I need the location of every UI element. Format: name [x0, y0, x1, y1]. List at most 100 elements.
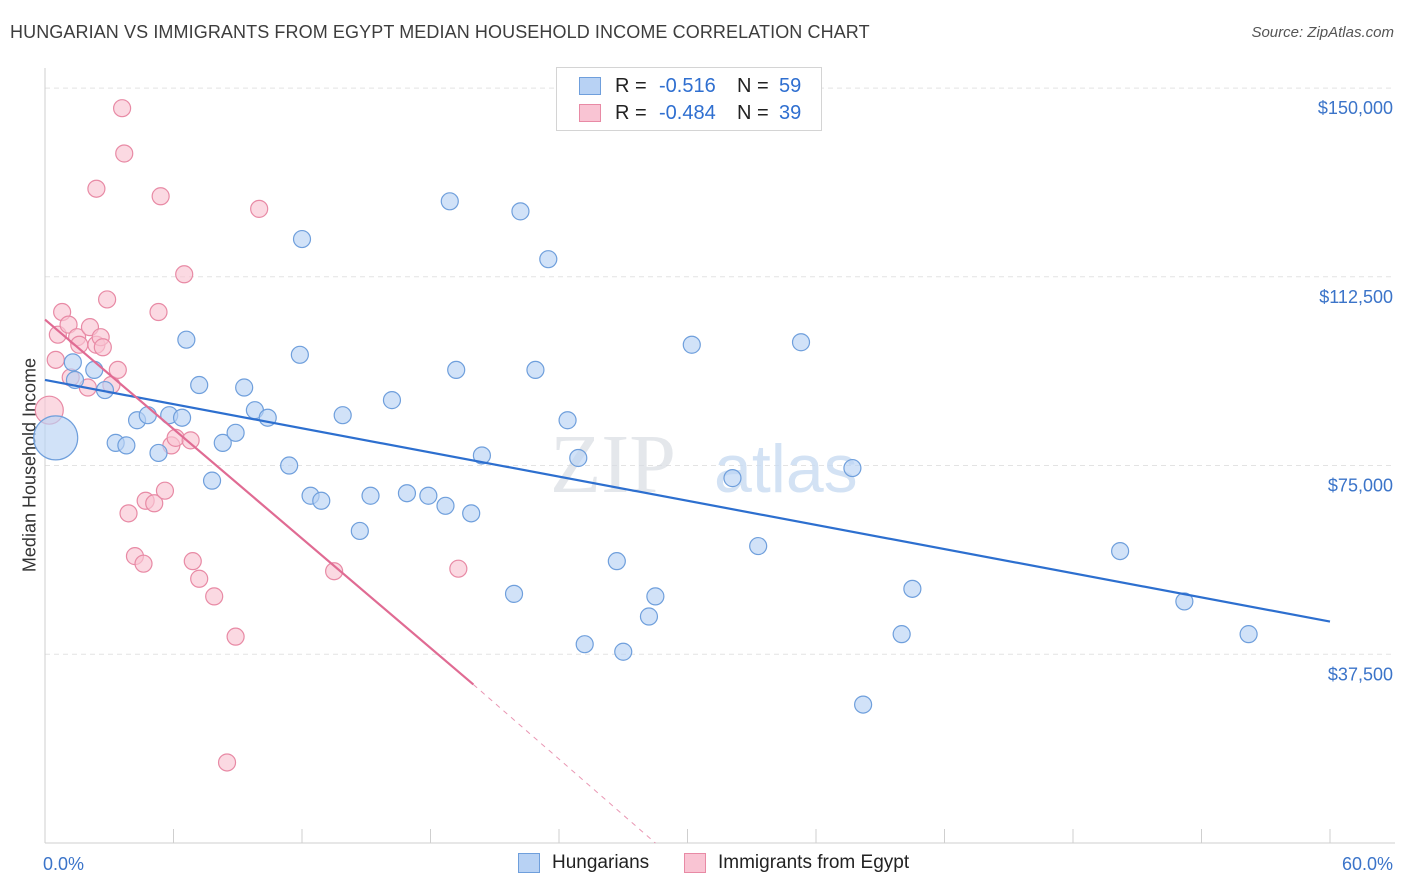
legend-r-value: -0.516	[659, 74, 716, 97]
egypt-point	[155, 481, 175, 500]
hungarian-point	[63, 353, 82, 372]
egypt-point	[149, 302, 168, 322]
egypt-point	[217, 753, 237, 772]
legend-swatch-pink	[579, 104, 601, 122]
y-tick-label: $112,500	[1319, 287, 1393, 307]
egypt-point	[325, 562, 344, 581]
y-tick-labels: $37,500 $75,000 $112,500 $150,000	[1318, 98, 1393, 684]
egypt-point	[183, 552, 202, 571]
egypt-point	[108, 360, 127, 380]
legend-swatch-blue	[518, 853, 540, 873]
hungarian-point	[646, 587, 665, 606]
hungarian-point	[892, 625, 911, 644]
watermark-zip: ZIP	[550, 418, 676, 511]
hungarian-point	[723, 469, 742, 488]
hungarian-point	[639, 607, 659, 626]
hungarian-point	[85, 360, 104, 380]
hungarian-point	[539, 250, 558, 269]
hungarian-point	[419, 486, 438, 505]
watermark-atlas: atlas	[714, 431, 858, 507]
egypt-point	[250, 199, 269, 218]
hungarian-point	[575, 635, 594, 654]
legend-label-hungarians: Hungarians	[552, 852, 650, 873]
hungarian-points	[33, 192, 1258, 714]
egypt-point	[151, 187, 170, 206]
legend-row-hungarians: R = -0.516 N = 59	[579, 74, 801, 98]
hungarian-point	[177, 330, 196, 349]
x-tick-label-max: 60.0%	[1342, 854, 1393, 874]
hungarian-point	[791, 333, 811, 352]
hungarian-point	[202, 471, 222, 490]
egypt-point	[205, 587, 224, 606]
legend-label-egypt: Immigrants from Egypt	[718, 852, 910, 873]
source-label: Source: ZipAtlas.com	[1251, 24, 1394, 41]
egypt-point	[226, 627, 245, 646]
hungarian-point	[607, 552, 626, 571]
legend-r-label: R =	[615, 74, 647, 97]
egypt-point	[134, 554, 153, 573]
trend-lines	[44, 318, 1331, 844]
hungarian-point	[235, 378, 254, 397]
hungarian-point	[511, 202, 530, 221]
hungarian-point	[440, 192, 459, 211]
hungarian-point	[350, 521, 369, 541]
hungarian-point	[312, 491, 331, 510]
legend-swatch-pink	[684, 853, 706, 873]
hungarian-point	[1111, 541, 1130, 561]
legend-n-label: N =	[737, 101, 769, 124]
hungarian-point	[569, 448, 588, 468]
legend-n-value: 39	[779, 101, 802, 124]
correlation-legend: R = -0.516 N = 59 R = -0.484 N = 39	[556, 67, 822, 131]
hungarian-point	[472, 446, 491, 465]
egypt-point	[175, 265, 194, 284]
hungarian-point	[172, 408, 192, 427]
hungarian-point	[226, 423, 245, 442]
legend-swatch-blue	[579, 77, 601, 95]
legend-r-value: -0.484	[659, 101, 716, 124]
egypt-point	[145, 494, 164, 513]
hungarian-point	[436, 496, 455, 515]
hungarian-point	[843, 458, 862, 478]
hungarian-point	[614, 642, 633, 661]
hungarian-point	[462, 504, 481, 523]
hungarian-point	[138, 406, 157, 425]
legend-n-label: N =	[737, 74, 769, 97]
egypt-point	[181, 431, 200, 450]
legend-n-value: 59	[779, 74, 802, 97]
egypt-point	[115, 144, 134, 163]
egypt-point	[449, 559, 468, 578]
x-tick-labels: 0.0% 60.0%	[43, 854, 1393, 874]
egypt-point	[98, 290, 117, 309]
hungarian-point	[290, 345, 309, 364]
legend-row-egypt: R = -0.484 N = 39	[579, 101, 801, 125]
hungarian-point	[397, 484, 417, 503]
hungarians-trend-line	[44, 378, 1331, 623]
egypt-point	[190, 569, 209, 588]
hungarian-point	[190, 375, 209, 395]
egypt-trend-line	[44, 318, 475, 686]
hungarian-point	[213, 433, 232, 452]
egypt-point	[112, 99, 132, 118]
x-tick-label-min: 0.0%	[43, 854, 84, 874]
egypt-points	[34, 99, 468, 772]
egypt-point	[119, 504, 138, 523]
hungarian-point	[149, 443, 168, 463]
egypt-point	[59, 315, 78, 334]
hungarian-point	[292, 229, 312, 249]
chart-title: HUNGARIAN VS IMMIGRANTS FROM EGYPT MEDIA…	[10, 22, 870, 42]
legend-r-label: R =	[615, 101, 647, 124]
hungarian-point	[682, 335, 701, 354]
legend-item-egypt[interactable]: Immigrants from Egypt	[684, 852, 909, 874]
series-legend: Hungarians Immigrants from Egypt	[0, 852, 1406, 878]
legend-item-hungarians[interactable]: Hungarians	[518, 852, 649, 874]
watermark: ZIP atlas	[550, 418, 858, 511]
hungarian-point	[382, 391, 402, 410]
egypt-point	[46, 350, 65, 369]
hungarian-point	[558, 411, 577, 430]
hungarian-point	[1175, 592, 1194, 611]
y-tick-label: $75,000	[1328, 476, 1393, 496]
egypt-point	[93, 338, 112, 357]
hungarian-point	[504, 584, 524, 603]
hungarian-point	[447, 360, 466, 380]
